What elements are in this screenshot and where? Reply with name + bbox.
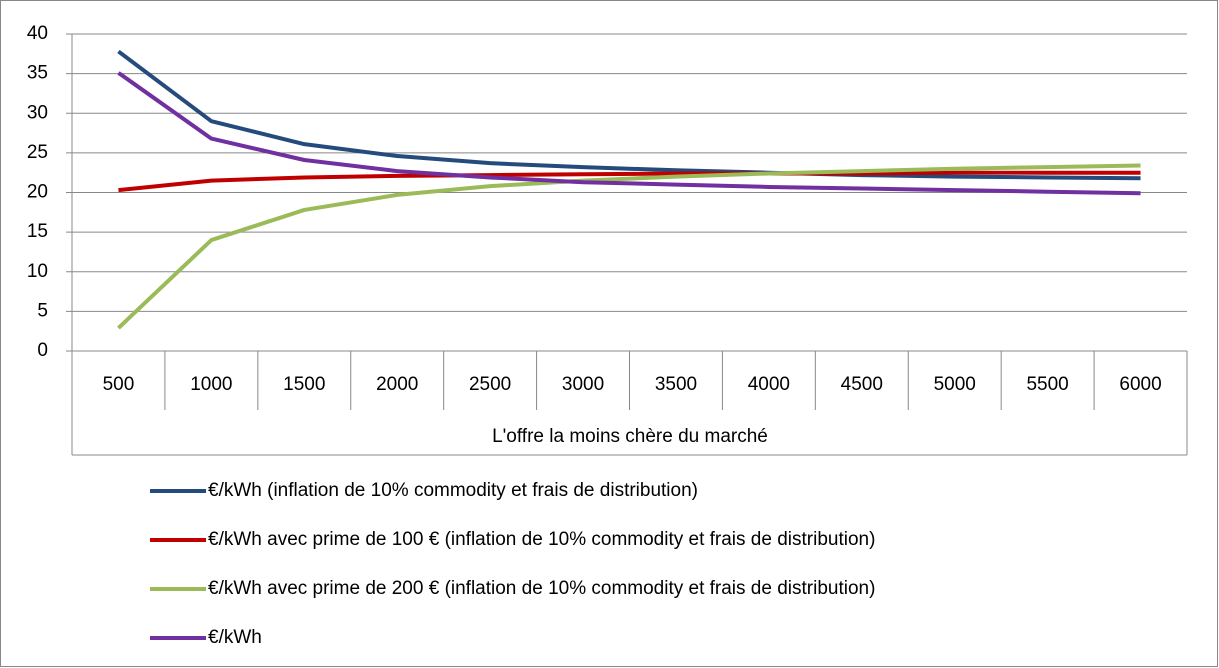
y-tick-label: 5 [37,300,48,321]
y-tick-label: 10 [27,261,48,282]
data-line [117,71,1141,196]
y-tick-label: 30 [27,102,48,123]
data-line [117,49,1141,181]
data-line [117,163,1141,330]
x-tick-label: 2000 [376,374,418,395]
y-tick-label: 20 [27,182,48,203]
y-tick-label: 0 [37,340,48,361]
x-tick-label: 4500 [841,374,883,395]
y-tick-label: 35 [27,63,48,84]
data-line [118,170,1141,193]
legend-label: €/kWh [208,627,262,648]
y-tick-label: 15 [27,221,48,242]
x-tick-label: 2500 [469,374,511,395]
x-tick-label: 500 [103,374,135,395]
x-tick-label: 3500 [655,374,697,395]
legend-label: €/kWh avec prime de 100 € (inflation de … [208,529,875,550]
x-tick-label: 6000 [1119,374,1161,395]
x-tick-label: 1000 [190,374,232,395]
x-tick-label: 1500 [283,374,325,395]
y-tick-label: 25 [27,142,48,163]
x-tick-label: 3000 [562,374,604,395]
legend-label: €/kWh avec prime de 200 € (inflation de … [208,578,875,599]
x-axis-title: L'offre la moins chère du marché [492,426,768,447]
x-tick-label: 4000 [748,374,790,395]
legend-label: €/kWh (inflation de 10% commodity et fra… [208,480,698,501]
y-tick-label: 40 [27,23,48,44]
x-tick-label: 5500 [1026,374,1068,395]
x-tick-label: 5000 [934,374,976,395]
